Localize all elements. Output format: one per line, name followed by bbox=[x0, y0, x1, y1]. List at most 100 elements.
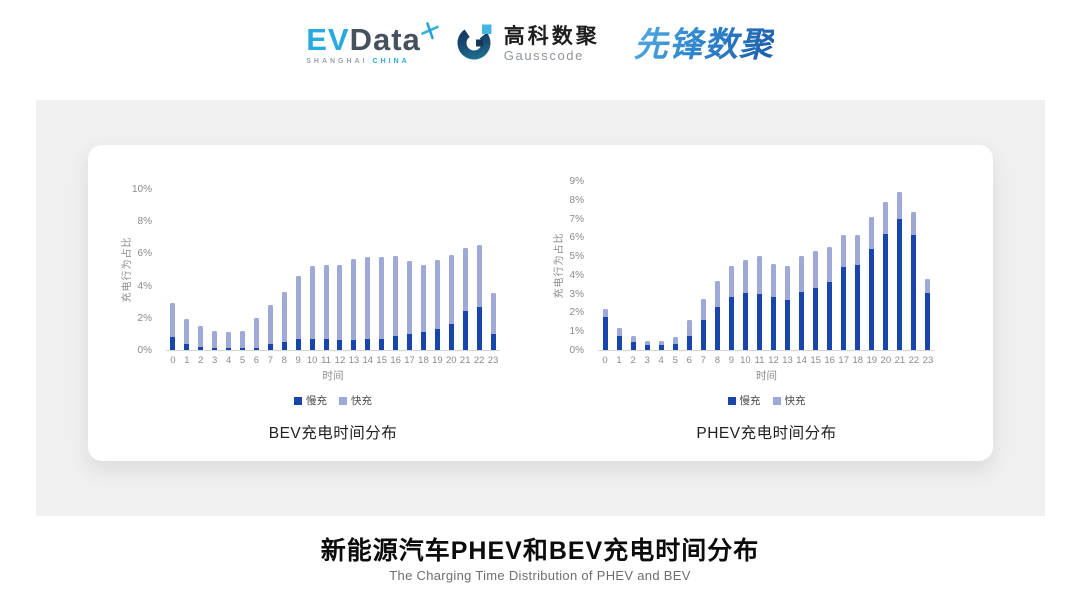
bar-segment-慢充 bbox=[309, 338, 315, 350]
bev-chart: 充电行为占比 0% 2% 4% 6% 8% 10% 0 1 2 3 4 5 6 7 8 9 10 11 12 13 1… bbox=[114, 184, 500, 443]
y-tick-label: 2% bbox=[137, 312, 152, 324]
bar-segment-慢充 bbox=[476, 306, 482, 350]
x-tick-label: 1 bbox=[184, 355, 190, 366]
bar-segment-快充 bbox=[407, 261, 413, 334]
stacked-bar-hour-8 bbox=[281, 292, 287, 350]
plot-area bbox=[598, 181, 935, 351]
legend-item-快充: 快充 bbox=[772, 393, 806, 408]
bar-segment-慢充 bbox=[462, 311, 468, 350]
x-tick-label: 14 bbox=[362, 355, 374, 366]
bar-segment-快充 bbox=[841, 235, 847, 268]
bar-segment-快充 bbox=[855, 235, 861, 265]
x-tick-label: 11 bbox=[321, 355, 331, 366]
legend-item-慢充: 慢充 bbox=[294, 393, 327, 408]
bar-segment-慢充 bbox=[616, 335, 622, 350]
bar-segment-慢充 bbox=[240, 348, 246, 350]
x-tick-label: 5 bbox=[239, 355, 246, 366]
bar-segment-慢充 bbox=[869, 248, 875, 350]
stacked-bar-hour-13 bbox=[785, 265, 791, 350]
bar-segment-快充 bbox=[198, 325, 204, 347]
bar-segment-快充 bbox=[658, 340, 664, 346]
x-tick-label: 6 bbox=[686, 355, 692, 366]
bar-segment-快充 bbox=[728, 265, 734, 298]
y-tick-label: 1% bbox=[569, 326, 584, 338]
x-tick-label: 23 bbox=[487, 355, 499, 366]
stacked-bar-hour-6 bbox=[686, 319, 692, 350]
y-tick-label: 9% bbox=[569, 176, 584, 187]
bar-segment-慢充 bbox=[281, 341, 287, 350]
bar-segment-快充 bbox=[476, 244, 482, 307]
x-tick-label: 1 bbox=[616, 355, 622, 366]
stacked-bar-hour-7 bbox=[267, 304, 273, 350]
x-tick-label: 14 bbox=[796, 355, 807, 366]
bar-segment-慢充 bbox=[799, 291, 805, 350]
evdata-data-text: Data bbox=[349, 22, 421, 57]
stacked-bar-hour-21 bbox=[462, 247, 468, 350]
bar-segment-快充 bbox=[420, 264, 426, 333]
bar-segment-慢充 bbox=[756, 293, 762, 350]
x-axis-title: 时间 bbox=[756, 370, 777, 382]
x-tick-label: 4 bbox=[225, 355, 232, 366]
bar-segment-快充 bbox=[742, 259, 748, 293]
stacked-bar-hour-10 bbox=[309, 266, 315, 350]
bar-segment-快充 bbox=[686, 319, 692, 336]
x-tick-label: 21 bbox=[459, 355, 471, 366]
stacked-bar-hour-22 bbox=[476, 244, 482, 350]
chart-title: BEV充电时间分布 bbox=[268, 425, 398, 442]
bar-segment-慢充 bbox=[226, 348, 232, 350]
stacked-bar-hour-23 bbox=[490, 292, 496, 350]
stacked-bar-hour-15 bbox=[813, 251, 819, 350]
y-tick-label: 5% bbox=[569, 251, 584, 263]
bar-segment-慢充 bbox=[170, 337, 176, 350]
bar-segment-快充 bbox=[448, 255, 454, 325]
stacked-bar-hour-19 bbox=[869, 216, 875, 350]
stacked-bar-hour-16 bbox=[827, 246, 833, 350]
evdata-shanghai-text: SHANGHAI bbox=[306, 58, 368, 65]
stacked-bar-hour-1 bbox=[616, 328, 622, 350]
bar-segment-慢充 bbox=[841, 267, 847, 350]
legend-item-快充: 快充 bbox=[339, 393, 372, 408]
x-tick-label: 22 bbox=[908, 355, 920, 366]
page-title: 新能源汽车PHEV和BEV充电时间分布 bbox=[320, 537, 760, 565]
y-axis-ticks: 0% 1% 2% 3% 4% 5% 6% 7% 8% 9% bbox=[546, 176, 592, 356]
bar-segment-快充 bbox=[434, 259, 440, 330]
x-tick-label: 19 bbox=[866, 355, 878, 366]
bar-segment-慢充 bbox=[644, 345, 650, 350]
evdata-wordmark: EV Data bbox=[306, 22, 439, 57]
bar-segment-慢充 bbox=[827, 282, 833, 350]
gausscode-logo: 高科数聚 Gausscode bbox=[455, 22, 600, 67]
stacked-bar-hour-18 bbox=[420, 264, 426, 350]
bar-segment-慢充 bbox=[785, 300, 791, 350]
bar-segment-快充 bbox=[323, 265, 329, 339]
bar-segment-快充 bbox=[170, 303, 176, 338]
x-tick-label: 8 bbox=[714, 355, 720, 366]
x-tick-label: 2 bbox=[630, 355, 636, 366]
chart-legend: 慢充 快充 bbox=[166, 393, 500, 408]
bar-segment-慢充 bbox=[407, 333, 413, 350]
stacked-bar-hour-8 bbox=[714, 281, 720, 350]
x-tick-label: 15 bbox=[376, 355, 387, 366]
stacked-bar-hour-12 bbox=[771, 263, 777, 350]
stacked-bar-hour-12 bbox=[337, 265, 343, 350]
y-tick-label: 8% bbox=[137, 216, 152, 228]
charts-card: 充电行为占比 0% 2% 4% 6% 8% 10% 0 1 2 3 4 5 6 7 8 9 10 11 12 13 1… bbox=[88, 145, 993, 461]
bar-segment-快充 bbox=[813, 251, 819, 289]
bar-segment-快充 bbox=[785, 265, 791, 301]
x-tick-label: 21 bbox=[894, 355, 906, 366]
stacked-bar-hour-2 bbox=[198, 325, 204, 350]
bar-segment-快充 bbox=[700, 299, 706, 320]
bar-segment-慢充 bbox=[911, 234, 917, 350]
x-tick-label: 19 bbox=[432, 355, 443, 366]
x-tick-label: 13 bbox=[782, 355, 793, 366]
x-tick-label: 20 bbox=[445, 355, 457, 366]
stacked-bar-hour-16 bbox=[393, 255, 399, 350]
bar-segment-慢充 bbox=[253, 347, 259, 350]
stacked-bar-hour-3 bbox=[212, 330, 218, 350]
bar-segment-快充 bbox=[897, 192, 903, 219]
x-tick-label: 17 bbox=[404, 355, 415, 366]
bar-segment-快充 bbox=[295, 275, 301, 339]
bar-segment-快充 bbox=[644, 340, 650, 346]
y-tick-label: 2% bbox=[569, 307, 584, 319]
bar-segment-快充 bbox=[883, 201, 889, 234]
x-tick-label: 2 bbox=[198, 355, 204, 366]
